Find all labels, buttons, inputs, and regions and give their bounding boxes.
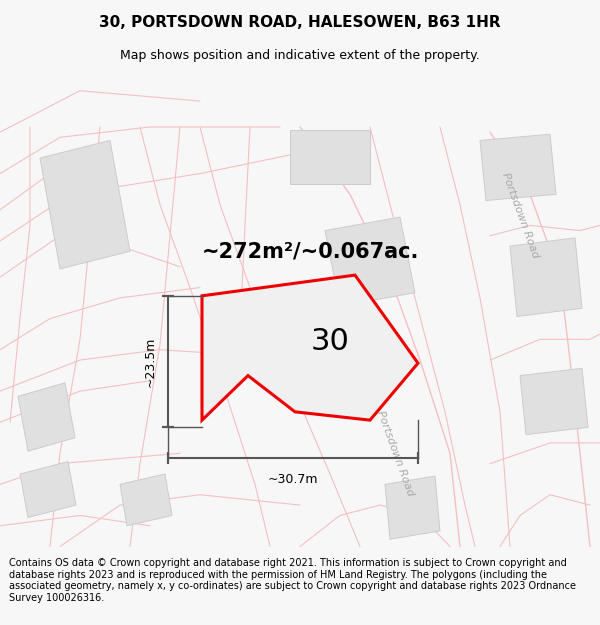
Polygon shape bbox=[290, 130, 370, 184]
Polygon shape bbox=[385, 476, 440, 539]
Text: Portsdown Road: Portsdown Road bbox=[500, 171, 540, 259]
Polygon shape bbox=[325, 217, 415, 306]
Text: Contains OS data © Crown copyright and database right 2021. This information is : Contains OS data © Crown copyright and d… bbox=[9, 558, 576, 603]
Polygon shape bbox=[295, 341, 365, 404]
Polygon shape bbox=[120, 474, 172, 526]
Polygon shape bbox=[202, 275, 418, 420]
Polygon shape bbox=[20, 462, 76, 518]
Text: 30, PORTSDOWN ROAD, HALESOWEN, B63 1HR: 30, PORTSDOWN ROAD, HALESOWEN, B63 1HR bbox=[99, 16, 501, 31]
Polygon shape bbox=[510, 238, 582, 316]
Text: ~23.5m: ~23.5m bbox=[143, 336, 157, 387]
Polygon shape bbox=[520, 368, 588, 434]
Polygon shape bbox=[480, 134, 556, 201]
Text: 30: 30 bbox=[311, 327, 349, 356]
Text: Map shows position and indicative extent of the property.: Map shows position and indicative extent… bbox=[120, 49, 480, 62]
Text: Portsdown Road: Portsdown Road bbox=[375, 409, 415, 498]
Text: ~30.7m: ~30.7m bbox=[268, 472, 318, 486]
Polygon shape bbox=[18, 383, 75, 451]
Polygon shape bbox=[40, 141, 130, 269]
Text: ~272m²/~0.067ac.: ~272m²/~0.067ac. bbox=[202, 241, 419, 261]
